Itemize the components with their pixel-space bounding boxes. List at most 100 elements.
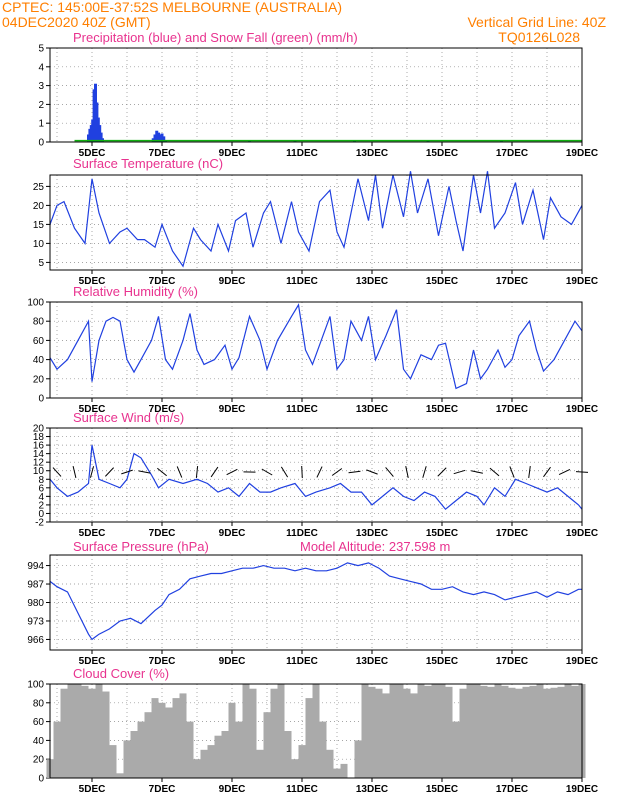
wind-arrow: [316, 466, 323, 478]
cloud-bar: [361, 684, 369, 778]
cloud-bar: [137, 721, 145, 778]
x-tick-label: 15DEC: [426, 656, 458, 667]
cloud-bar: [529, 685, 537, 778]
cloud-bar: [354, 740, 362, 778]
x-tick-label: 11DEC: [286, 276, 318, 287]
wind-arrow: [261, 468, 273, 476]
y-tick-label: 5: [38, 258, 44, 269]
x-tick-label: 9DEC: [219, 528, 246, 539]
wind-arrow: [331, 468, 343, 476]
y-tick-label: 60: [33, 717, 45, 728]
x-tick-label: 11DEC: [286, 148, 318, 159]
wind-arrow: [226, 468, 238, 476]
wind-arrow: [72, 466, 77, 478]
wind-arrow: [366, 469, 378, 475]
y-tick-label: 12: [33, 458, 45, 469]
cloud-bar: [95, 684, 103, 778]
y-tick-label: 0: [38, 138, 44, 149]
x-tick-label: 17DEC: [496, 276, 528, 287]
x-tick-label: 19DEC: [566, 784, 598, 795]
cloud-bar: [333, 768, 341, 778]
y-tick-label: 80: [33, 317, 45, 328]
cloud-bar: [53, 721, 61, 778]
cloud-bar: [438, 684, 446, 778]
x-tick-label: 15DEC: [426, 148, 458, 159]
cloud-bar: [144, 712, 152, 778]
y-tick-label: 0: [38, 509, 44, 520]
cloud-bar: [550, 687, 558, 778]
x-tick-label: 19DEC: [566, 404, 598, 415]
y-tick-label: 10: [33, 239, 45, 250]
x-tick-label: 9DEC: [219, 404, 246, 415]
panel-title: Surface Wind (m/s): [73, 410, 184, 425]
precip-bar: [153, 134, 157, 142]
y-tick-label: 987: [27, 580, 44, 591]
plot-border: [49, 301, 583, 399]
x-tick-label: 13DEC: [356, 276, 388, 287]
cloud-bar: [452, 721, 460, 778]
header-model-id: TQ0126L028: [498, 29, 580, 45]
cloud-bar: [312, 684, 320, 778]
cloud-bar: [109, 745, 117, 778]
y-tick-label: 2: [38, 500, 44, 511]
wind-arrow: [528, 465, 531, 479]
cloud-bar: [459, 688, 467, 778]
cloud-bar: [151, 698, 159, 778]
cloud-bar: [179, 693, 187, 778]
cloud-bar: [298, 745, 306, 778]
cloud-bar: [277, 684, 285, 778]
cloud-bar: [564, 684, 572, 778]
y-tick-label: 966: [27, 635, 44, 646]
wind-arrow: [89, 466, 95, 478]
x-tick-label: 9DEC: [219, 148, 246, 159]
x-tick-label: 19DEC: [566, 148, 598, 159]
precip-bar: [157, 132, 160, 142]
cloud-bar: [326, 749, 334, 778]
wind-arrow: [509, 466, 515, 478]
y-tick-label: 25: [33, 182, 45, 193]
y-tick-label: 14: [33, 449, 45, 460]
x-tick-label: 7DEC: [149, 404, 176, 415]
y-tick-label: 3: [38, 81, 44, 92]
cloud-bar: [494, 684, 502, 778]
x-tick-label: 5DEC: [79, 148, 106, 159]
x-tick-label: 15DEC: [426, 276, 458, 287]
cloud-bar: [221, 731, 229, 778]
x-tick-label: 13DEC: [356, 404, 388, 415]
cloud-bar: [508, 687, 516, 778]
wind-arrow: [422, 466, 427, 478]
header-grid-line-note: Vertical Grid Line: 40Z: [467, 14, 606, 30]
wind-arrow: [157, 467, 167, 477]
x-tick-label: 19DEC: [566, 276, 598, 287]
cloud-bar: [389, 684, 397, 778]
cloud-bar: [480, 685, 488, 778]
cloud-bar: [340, 763, 348, 778]
cloud-bar: [319, 721, 327, 778]
x-tick-label: 5DEC: [79, 404, 106, 415]
cloud-bar: [403, 688, 411, 778]
x-tick-label: 7DEC: [149, 276, 176, 287]
x-tick-label: 9DEC: [219, 276, 246, 287]
x-tick-label: 17DEC: [496, 148, 528, 159]
panel-title: Surface Temperature (nC): [73, 156, 223, 171]
cloud-bar: [522, 686, 530, 778]
cloud-bar: [60, 688, 68, 778]
wind-arrow: [489, 467, 500, 477]
x-tick-label: 13DEC: [356, 656, 388, 667]
wind-arrow: [558, 468, 571, 476]
wind-arrow: [52, 467, 62, 477]
y-tick-label: -2: [35, 518, 44, 529]
y-tick-label: 18: [33, 432, 45, 443]
wind-arrow: [210, 466, 219, 478]
cloud-bar: [249, 688, 257, 778]
x-tick-label: 7DEC: [149, 656, 176, 667]
x-tick-label: 15DEC: [426, 784, 458, 795]
cloud-bar: [291, 759, 299, 778]
y-tick-label: 20: [33, 755, 45, 766]
panel-title: Relative Humidity (%): [73, 284, 198, 299]
y-tick-label: 0: [38, 394, 44, 405]
series-line: [49, 171, 583, 268]
cloud-bar: [81, 685, 89, 778]
cloud-bar: [424, 685, 432, 778]
